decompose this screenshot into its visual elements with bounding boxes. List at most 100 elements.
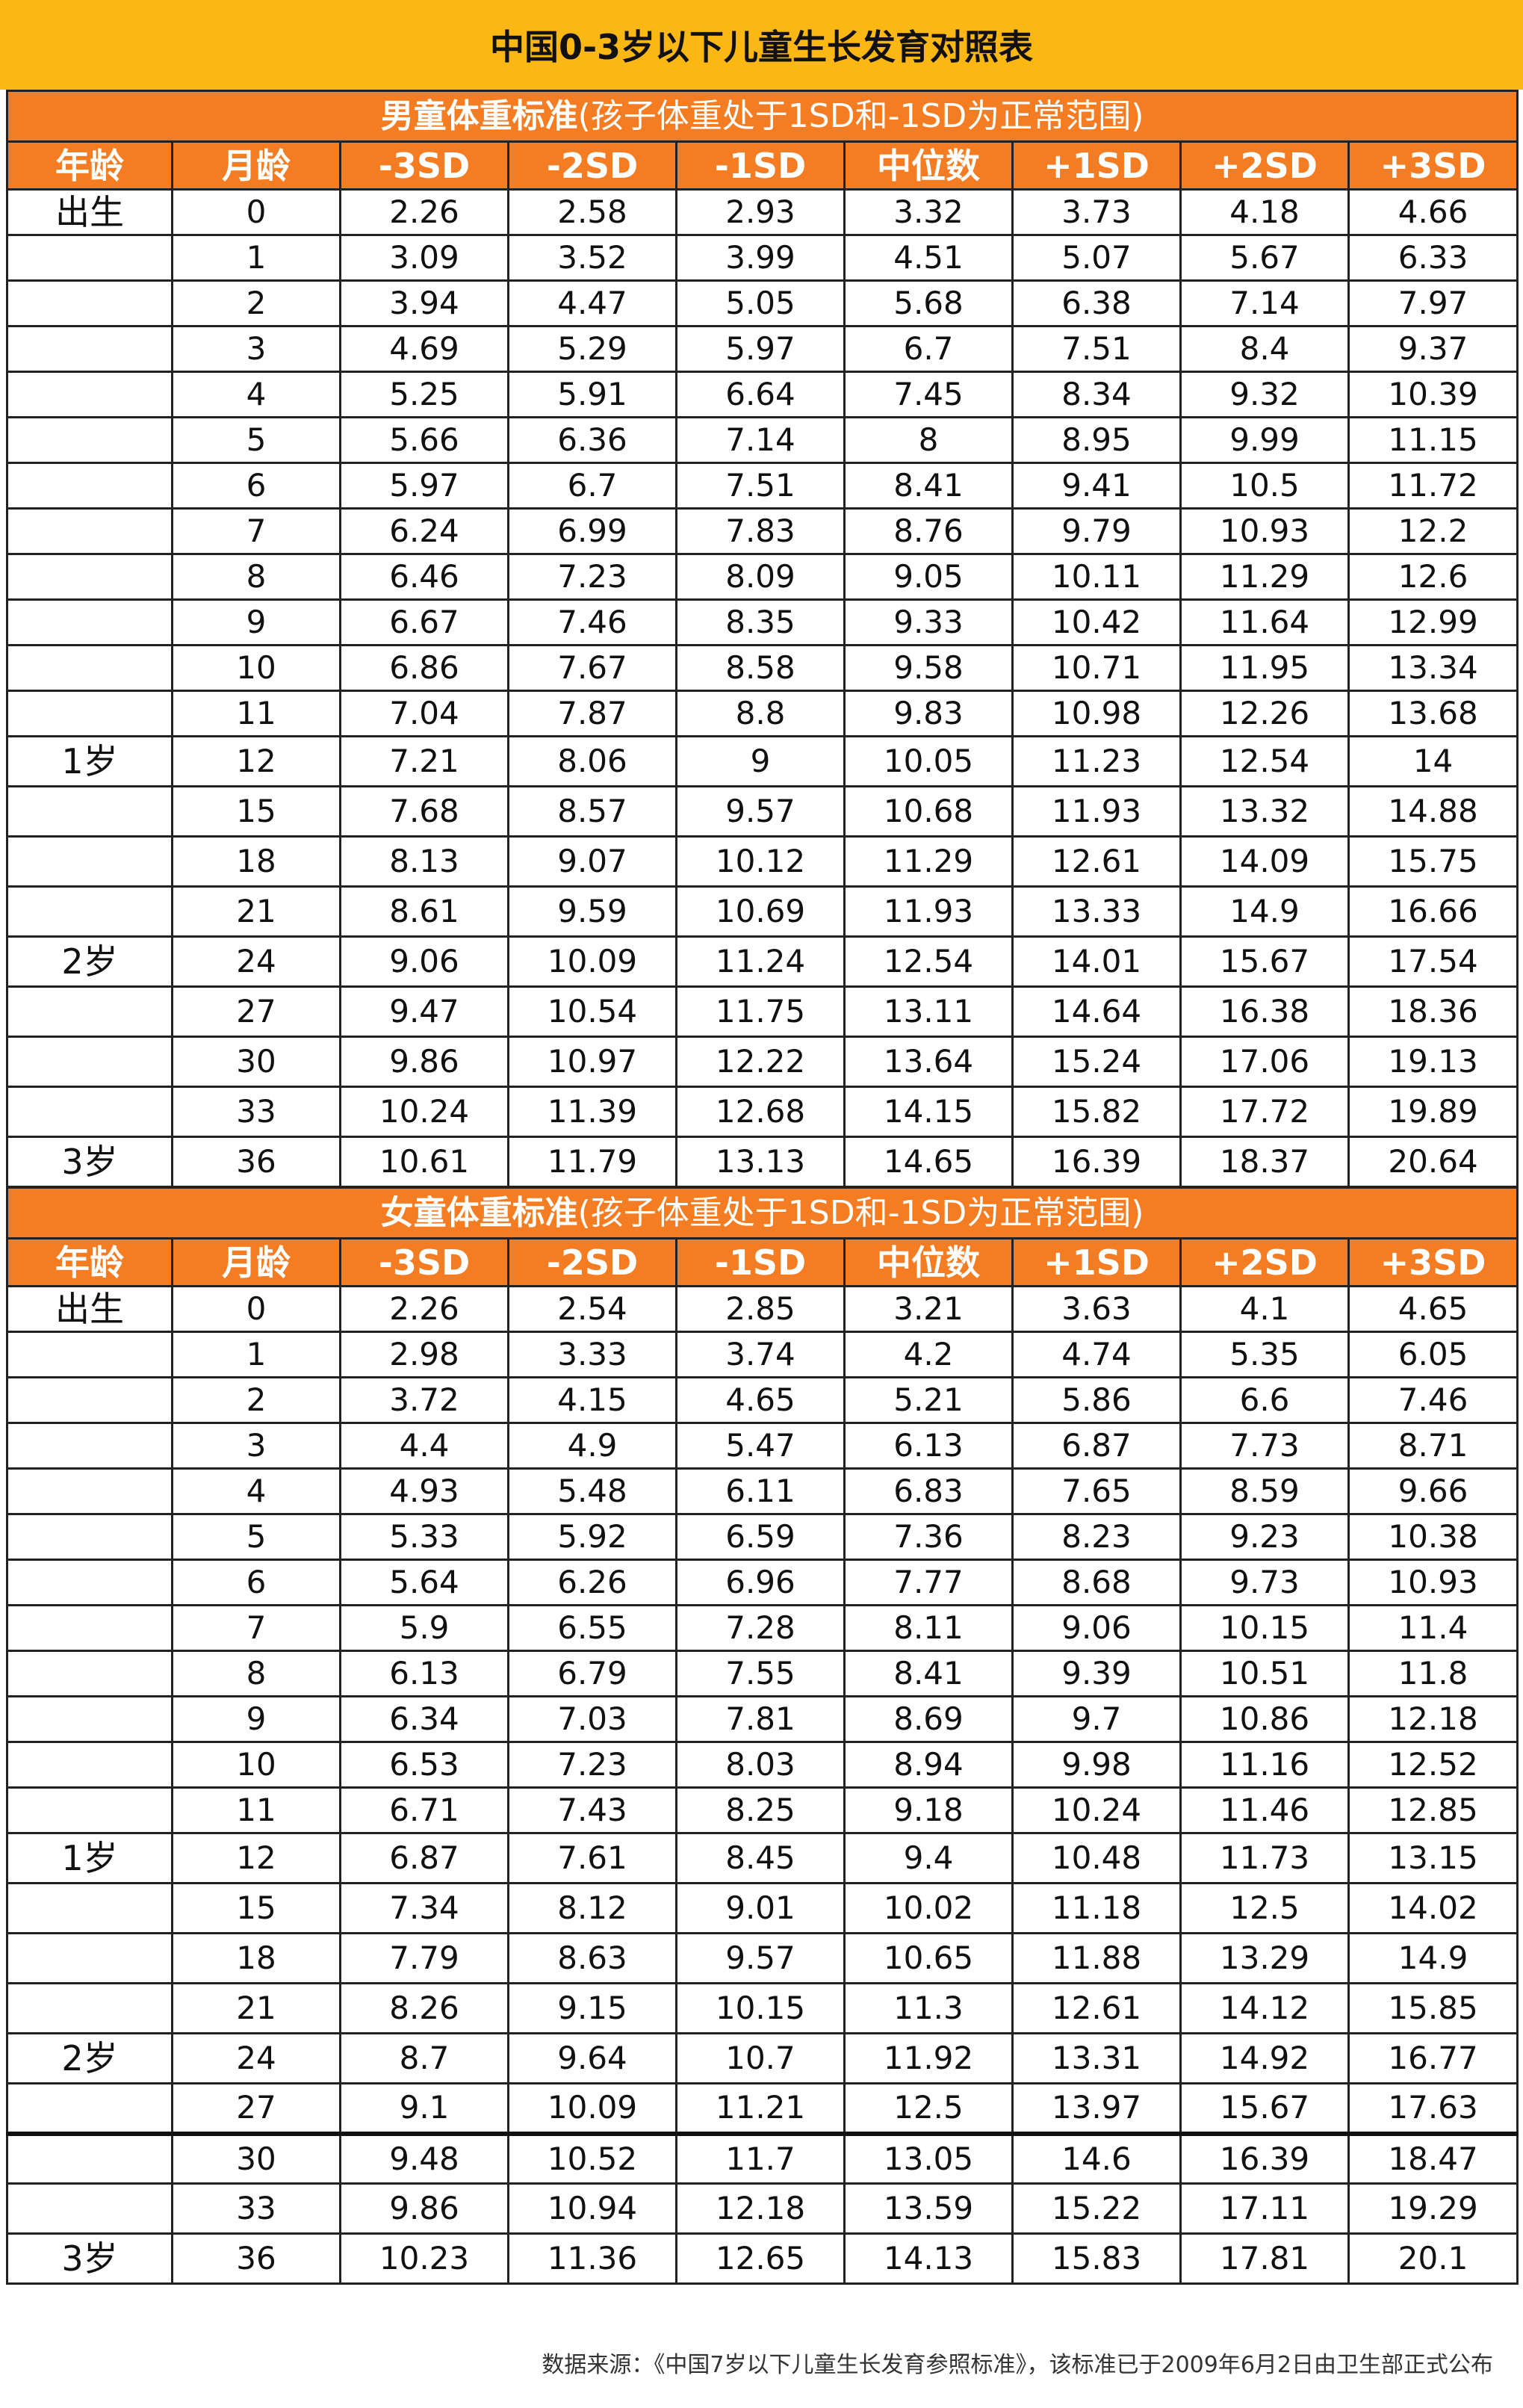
value-cell: 19.29: [1347, 2182, 1519, 2235]
column-header: +2SD: [1179, 1237, 1350, 1287]
table-row: 4 4.93 5.48 6.11 6.83 7.65 8.59 9.66: [6, 1467, 1519, 1515]
value-cell: 8.4: [1179, 325, 1350, 373]
table-row: 33 10.24 11.39 12.68 14.15 15.82 17.72 19.89: [6, 1086, 1519, 1138]
month-cell: 24: [171, 2032, 341, 2084]
table-row: 7 5.9 6.55 7.28 8.11 9.06 10.15 11.4: [6, 1604, 1519, 1652]
table-row: 5 5.33 5.92 6.59 7.36 8.23 9.23 10.38: [6, 1513, 1519, 1561]
value-cell: 13.13: [675, 1136, 846, 1188]
age-cell: [6, 1036, 173, 1088]
column-header: 中位数: [843, 1237, 1014, 1287]
value-cell: 9.39: [1011, 1650, 1182, 1697]
value-cell: 11.7: [675, 2131, 846, 2185]
month-cell: 4: [171, 371, 341, 418]
value-cell: 17.63: [1347, 2082, 1519, 2135]
value-cell: 8.76: [843, 507, 1014, 555]
value-cell: 7.87: [507, 690, 677, 737]
table-row: 8 6.46 7.23 8.09 9.05 10.11 11.29 12.6: [6, 553, 1519, 601]
value-cell: 10.7: [675, 2032, 846, 2084]
age-cell: [6, 1650, 173, 1697]
month-cell: 18: [171, 1932, 341, 1984]
value-cell: 14.92: [1179, 2032, 1350, 2084]
value-cell: 9.48: [339, 2131, 509, 2185]
value-cell: 10.97: [507, 1036, 677, 1088]
value-cell: 17.06: [1179, 1036, 1350, 1088]
table-row: 4 5.25 5.91 6.64 7.45 8.34 9.32 10.39: [6, 371, 1519, 418]
value-cell: 15.24: [1011, 1036, 1182, 1088]
value-cell: 5.86: [1011, 1376, 1182, 1424]
column-header: +2SD: [1179, 140, 1350, 191]
value-cell: 10.98: [1011, 690, 1182, 737]
age-cell: 1岁: [6, 1832, 173, 1884]
value-cell: 4.69: [339, 325, 509, 373]
value-cell: 12.18: [675, 2182, 846, 2235]
age-cell: 2岁: [6, 935, 173, 988]
value-cell: 12.61: [1011, 835, 1182, 888]
age-cell: 出生: [6, 188, 173, 236]
value-cell: 12.6: [1347, 553, 1519, 601]
value-cell: 5.97: [339, 462, 509, 510]
column-header: 月龄: [171, 140, 341, 191]
month-cell: 15: [171, 1882, 341, 1934]
value-cell: 9.06: [1011, 1604, 1182, 1652]
value-cell: 8.35: [675, 598, 846, 646]
value-cell: 7.68: [339, 785, 509, 838]
value-cell: 11.64: [1179, 598, 1350, 646]
value-cell: 8.12: [507, 1882, 677, 1934]
value-cell: 6.36: [507, 416, 677, 464]
table-row: 2 3.72 4.15 4.65 5.21 5.86 6.6 7.46: [6, 1376, 1519, 1424]
table-row: 3 4.4 4.9 5.47 6.13 6.87 7.73 8.71: [6, 1422, 1519, 1470]
value-cell: 4.2: [843, 1331, 1014, 1378]
table-row: 6 5.64 6.26 6.96 7.77 8.68 9.73 10.93: [6, 1559, 1519, 1606]
value-cell: 6.33: [1347, 234, 1519, 282]
table-row: 3岁 36 10.61 11.79 13.13 14.65 16.39 18.37 20.64: [6, 1136, 1519, 1188]
month-cell: 8: [171, 553, 341, 601]
month-cell: 30: [171, 1036, 341, 1088]
age-cell: [6, 1559, 173, 1606]
value-cell: 4.18: [1179, 188, 1350, 236]
value-cell: 4.15: [507, 1376, 677, 1424]
girls-column-header-row: 年龄 月龄 -3SD -2SD -1SD 中位数 +1SD +2SD +3SD: [6, 1237, 1519, 1287]
month-cell: 33: [171, 2182, 341, 2235]
value-cell: 13.68: [1347, 690, 1519, 737]
value-cell: 11.8: [1347, 1650, 1519, 1697]
value-cell: 8.23: [1011, 1513, 1182, 1561]
value-cell: 11.75: [675, 985, 846, 1038]
value-cell: 18.47: [1347, 2131, 1519, 2185]
value-cell: 8.7: [339, 2032, 509, 2084]
value-cell: 11.72: [1347, 462, 1519, 510]
value-cell: 3.33: [507, 1331, 677, 1378]
value-cell: 6.05: [1347, 1331, 1519, 1378]
age-cell: [6, 1932, 173, 1984]
value-cell: 4.65: [675, 1376, 846, 1424]
value-cell: 5.33: [339, 1513, 509, 1561]
value-cell: 9.86: [339, 1036, 509, 1088]
table-row: 6 5.97 6.7 7.51 8.41 9.41 10.5 11.72: [6, 462, 1519, 510]
age-cell: [6, 1376, 173, 1424]
table-row: 30 9.48 10.52 11.7 13.05 14.6 16.39 18.47: [6, 2131, 1519, 2185]
value-cell: 9.23: [1179, 1513, 1350, 1561]
value-cell: 9.47: [339, 985, 509, 1038]
month-cell: 0: [171, 188, 341, 236]
table-row: 27 9.1 10.09 11.21 12.5 13.97 15.67 17.63: [6, 2082, 1519, 2135]
value-cell: 17.72: [1179, 1086, 1350, 1138]
table-row: 15 7.34 8.12 9.01 10.02 11.18 12.5 14.02: [6, 1882, 1519, 1934]
table-row: 8 6.13 6.79 7.55 8.41 9.39 10.51 11.8: [6, 1650, 1519, 1697]
age-cell: [6, 985, 173, 1038]
value-cell: 10.61: [339, 1136, 509, 1188]
value-cell: 8.11: [843, 1604, 1014, 1652]
value-cell: 3.09: [339, 234, 509, 282]
value-cell: 11.21: [675, 2082, 846, 2135]
value-cell: 4.51: [843, 234, 1014, 282]
value-cell: 14.13: [843, 2232, 1014, 2285]
value-cell: 10.5: [1179, 462, 1350, 510]
value-cell: 8.68: [1011, 1559, 1182, 1606]
value-cell: 8.59: [1179, 1467, 1350, 1515]
age-cell: [6, 2082, 173, 2135]
age-cell: [6, 644, 173, 692]
value-cell: 8.03: [675, 1741, 846, 1789]
boys-heading: 男童体重标准: [380, 96, 578, 135]
age-cell: [6, 2131, 173, 2185]
value-cell: 10.48: [1011, 1832, 1182, 1884]
age-cell: 1岁: [6, 735, 173, 787]
month-cell: 11: [171, 1786, 341, 1834]
